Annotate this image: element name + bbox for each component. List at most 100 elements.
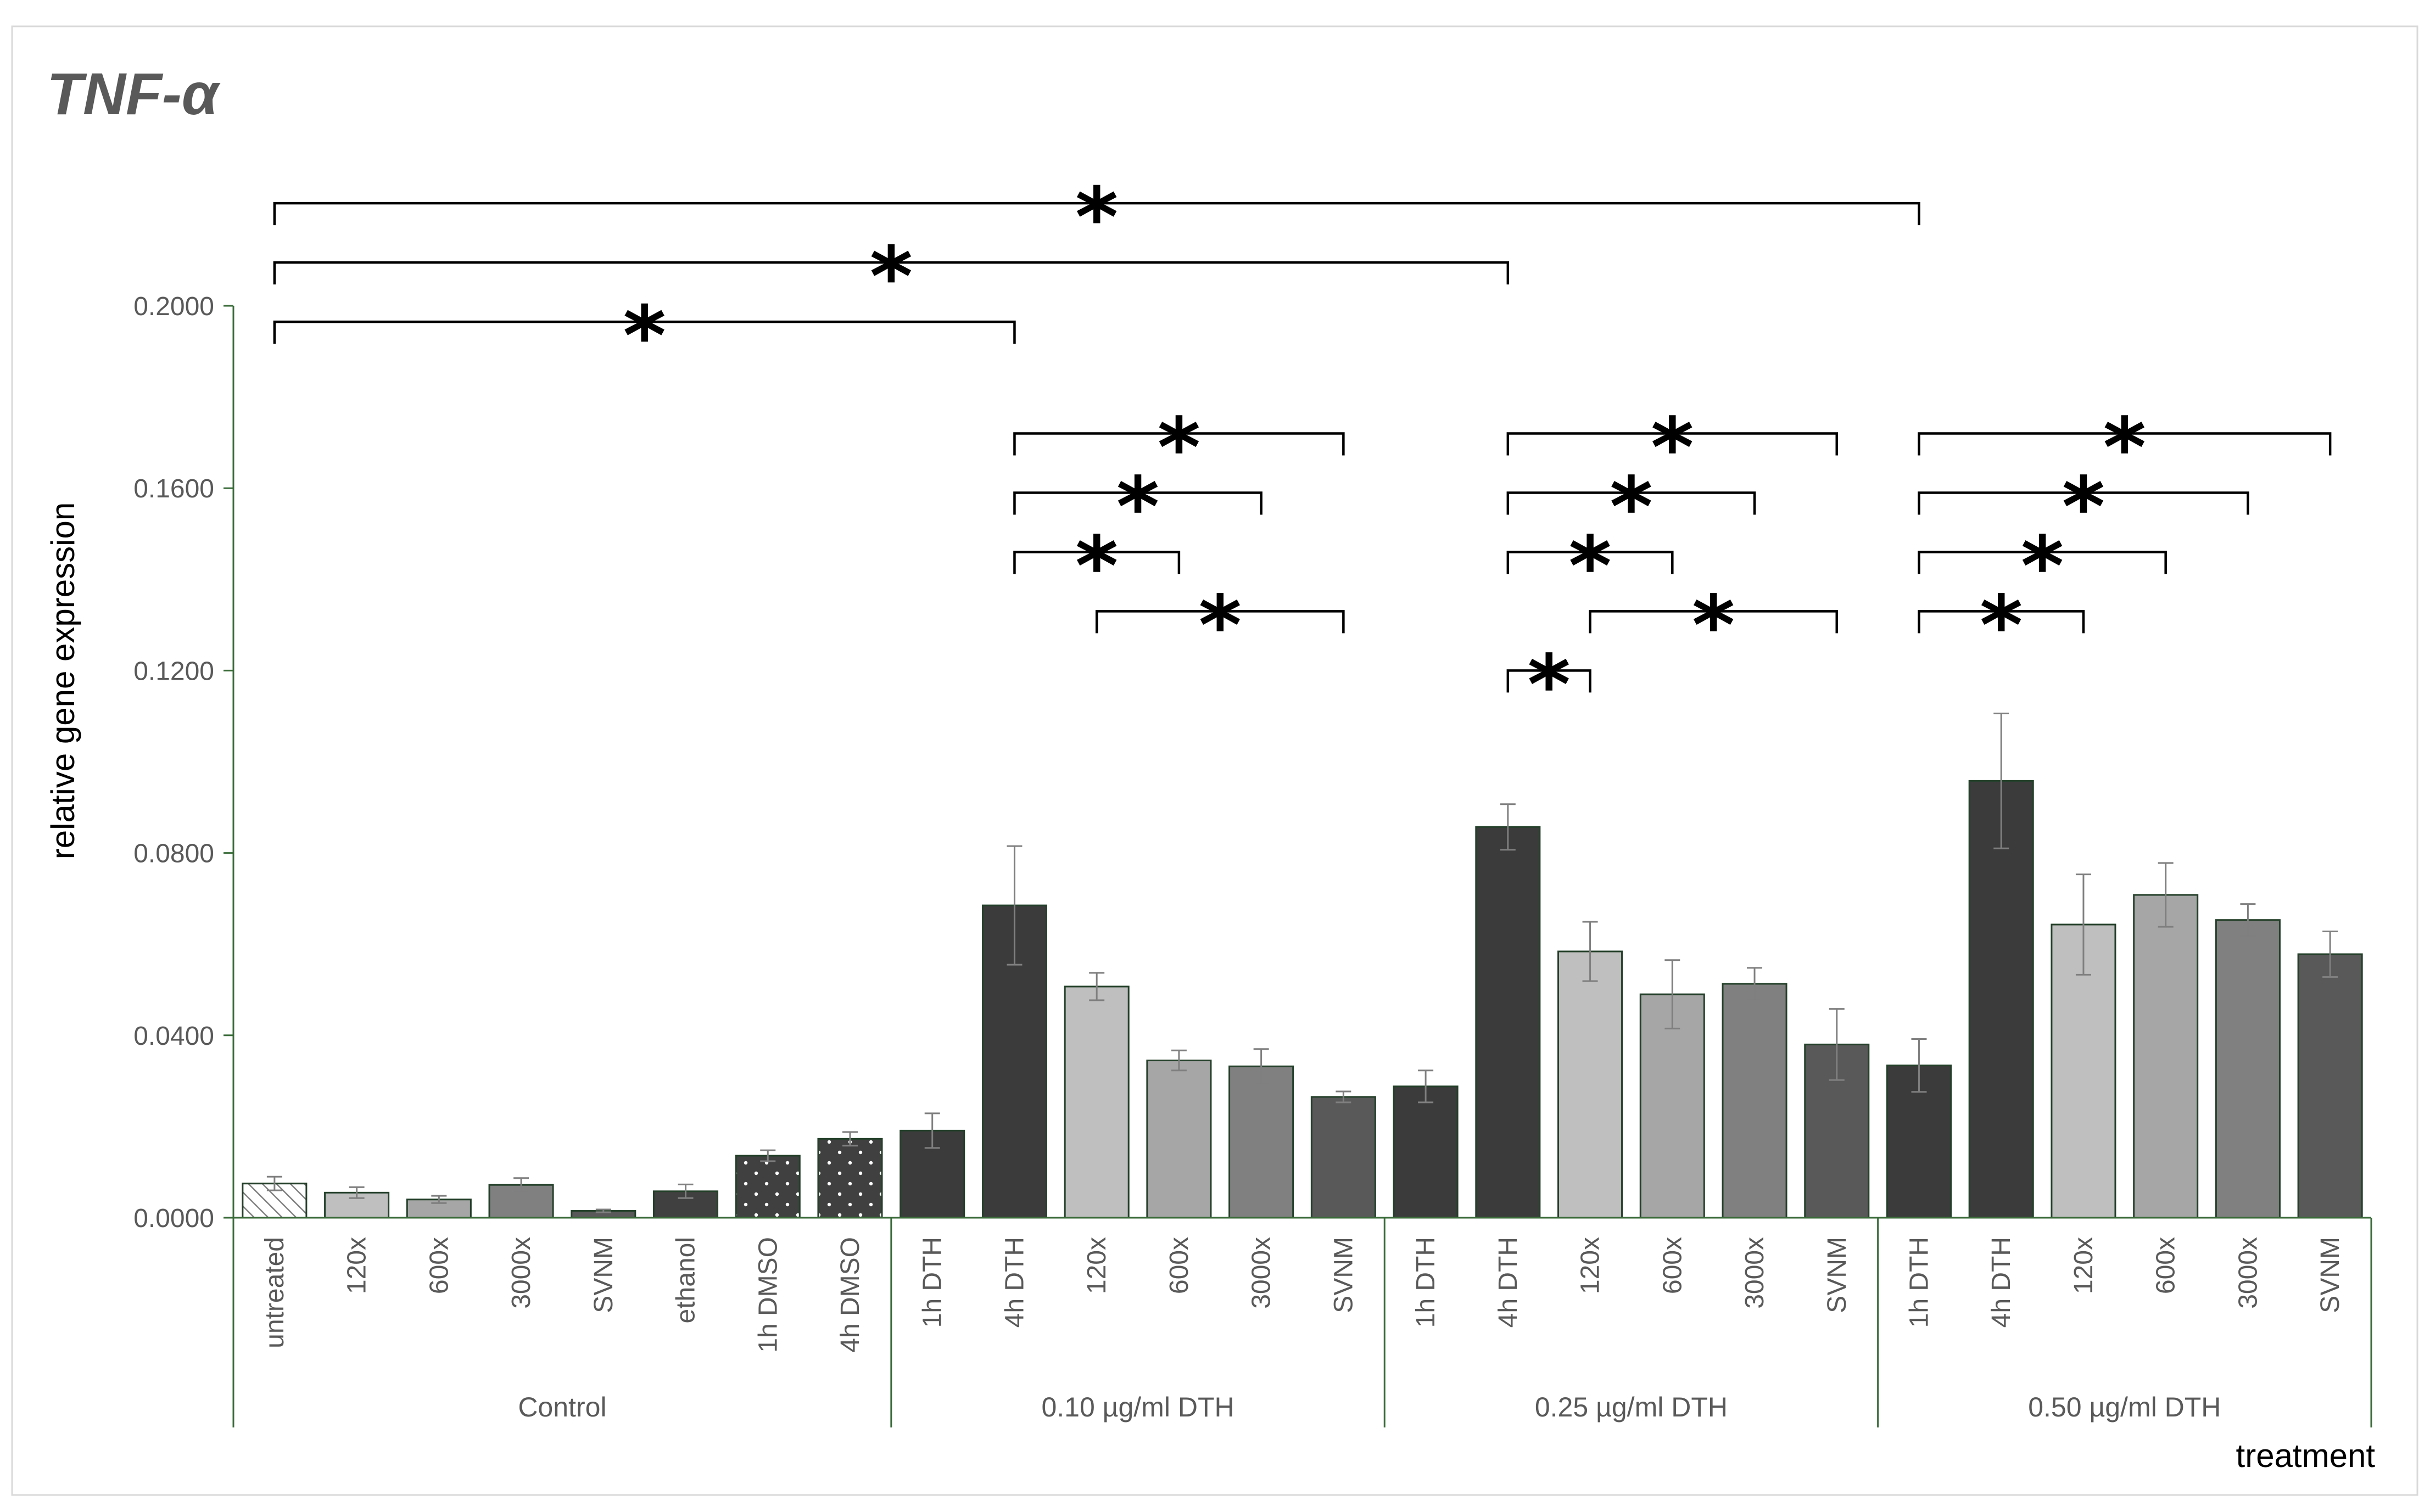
error-bar (2322, 930, 2338, 978)
y-tick-label: 0.0400 (133, 1022, 214, 1051)
x-tick-label: SVNM (589, 1237, 618, 1313)
bracket-line (1918, 610, 2085, 634)
error-bar (2240, 903, 2256, 937)
significance-bracket: * (1506, 637, 1591, 733)
bracket-line (1918, 432, 2332, 456)
x-tick-label: 1h DTH (1904, 1237, 1934, 1328)
bar: SVNM: 0.0578 (2297, 953, 2363, 1219)
error-bar (1089, 972, 1105, 1001)
error-bar (2075, 873, 2091, 976)
significance-bracket: * (1918, 519, 2167, 614)
error-bar (1664, 959, 1680, 1029)
significance-star: * (1692, 578, 1735, 674)
y-tick-label: 0.1600 (133, 474, 214, 503)
significance-star: * (2062, 460, 2105, 556)
error-bar (595, 1208, 611, 1213)
bar: 4h DTH: 0.0958 (1968, 780, 2034, 1219)
significance-brackets: **************** (273, 170, 2332, 733)
significance-star: * (623, 289, 666, 384)
y-axis: 0.0000 0.0400 0.0800 0.1200 0.1600 0.2000 (133, 292, 234, 1233)
bar: 3000x: 0.0513 (1722, 983, 1787, 1219)
x-tick-label: 3000x (1247, 1237, 1276, 1309)
significance-bracket: * (1918, 460, 2249, 556)
group-label: 0.10 µg/ml DTH (1041, 1392, 1234, 1423)
bar: 3000x: 0.0653 (2215, 919, 2281, 1219)
significance-star: * (1158, 401, 1200, 496)
x-tick-label: 120x (1082, 1237, 1111, 1294)
significance-star: * (1610, 460, 1652, 556)
x-tick-label: 1h DMSO (753, 1237, 783, 1353)
bar: 600x: 0.049 (1639, 993, 1705, 1219)
error-bar (431, 1195, 447, 1204)
significance-bracket: * (1013, 401, 1345, 496)
error-bar (513, 1177, 529, 1193)
error-bar (1500, 803, 1516, 851)
bar: 1h DTH: 0.0288 (1393, 1085, 1459, 1219)
x-tick-label: 3000x (1740, 1237, 1769, 1309)
bracket-line (1506, 669, 1591, 693)
bracket-line (1506, 432, 1838, 456)
error-bar (1747, 967, 1763, 1001)
x-axis-title: treatment (2236, 1437, 2376, 1474)
significance-star: * (2103, 401, 2146, 496)
significance-bracket: * (1013, 460, 1263, 556)
x-tick-label: SVNM (2316, 1237, 2345, 1313)
error-bar (1829, 1008, 1845, 1081)
x-tick-label: 120x (1576, 1237, 1605, 1294)
significance-bracket: * (273, 170, 1920, 266)
significance-bracket: * (273, 289, 1016, 384)
x-tick-label: 600x (2152, 1237, 2181, 1294)
error-bar (349, 1186, 365, 1199)
x-tick-label: SVNM (1823, 1237, 1852, 1313)
error-bar (842, 1131, 858, 1147)
bar: 600x: 0.0708 (2133, 894, 2199, 1219)
significance-bracket: * (1918, 401, 2332, 496)
bar: 120x: 0.0584 (1557, 950, 1623, 1219)
x-tick-label: 3000x (2233, 1237, 2263, 1309)
group-label: 0.50 µg/ml DTH (2028, 1392, 2221, 1423)
significance-star: * (870, 229, 913, 325)
bracket-line (1589, 610, 1838, 634)
x-tick-label: 120x (343, 1237, 372, 1294)
x-tick-label: 600x (1658, 1237, 1687, 1294)
bar: 4h DMSO: 0.0173 (817, 1138, 883, 1219)
significance-star: * (1116, 460, 1159, 556)
error-bar (1911, 1038, 1927, 1093)
group-label: 0.25 µg/ml DTH (1535, 1392, 1728, 1423)
error-bar (924, 1112, 940, 1149)
x-tick-label: 600x (1165, 1237, 1194, 1294)
significance-star: * (1075, 519, 1118, 614)
bracket-line (273, 261, 1510, 285)
error-bar (1007, 845, 1023, 966)
y-axis-title: relative gene expression (44, 502, 81, 859)
x-tick-label: 4h DTH (1494, 1237, 1523, 1328)
bar: 4h DTH: 0.0857 (1475, 826, 1541, 1219)
error-bar (760, 1149, 776, 1162)
bar: 3000x: 0.0332 (1228, 1065, 1294, 1219)
error-bar (1336, 1090, 1351, 1104)
bracket-line (1918, 551, 2167, 574)
significance-star: * (1527, 637, 1570, 733)
x-tick-label: 1h DTH (1411, 1237, 1440, 1328)
group-label: Control (518, 1392, 606, 1423)
significance-bracket: * (1506, 519, 1674, 614)
chart-title: TNF-α (47, 60, 221, 127)
x-tick-label: 4h DMSO (836, 1237, 865, 1353)
x-tick-label: 1h DTH (918, 1237, 947, 1328)
error-bar (266, 1175, 282, 1191)
bracket-line (1506, 551, 1674, 574)
significance-star: * (1199, 578, 1242, 674)
error-bar (2158, 862, 2174, 928)
x-axis: untreated 120x 600x 3000x SVNM ethanol 1h DMSO… (232, 1217, 2372, 1427)
significance-bracket: * (1506, 460, 1756, 556)
x-tick-label: 4h DTH (1000, 1237, 1029, 1328)
significance-star: * (1980, 578, 2023, 674)
bar: 600x: 0.0345 (1146, 1059, 1212, 1219)
y-tick-label: 0.1200 (133, 657, 214, 686)
significance-bracket: * (1589, 578, 1838, 674)
bar: 1h DMSO: 0.0136 (735, 1155, 801, 1219)
bracket-line (1013, 491, 1263, 515)
significance-star: * (1651, 401, 1694, 496)
